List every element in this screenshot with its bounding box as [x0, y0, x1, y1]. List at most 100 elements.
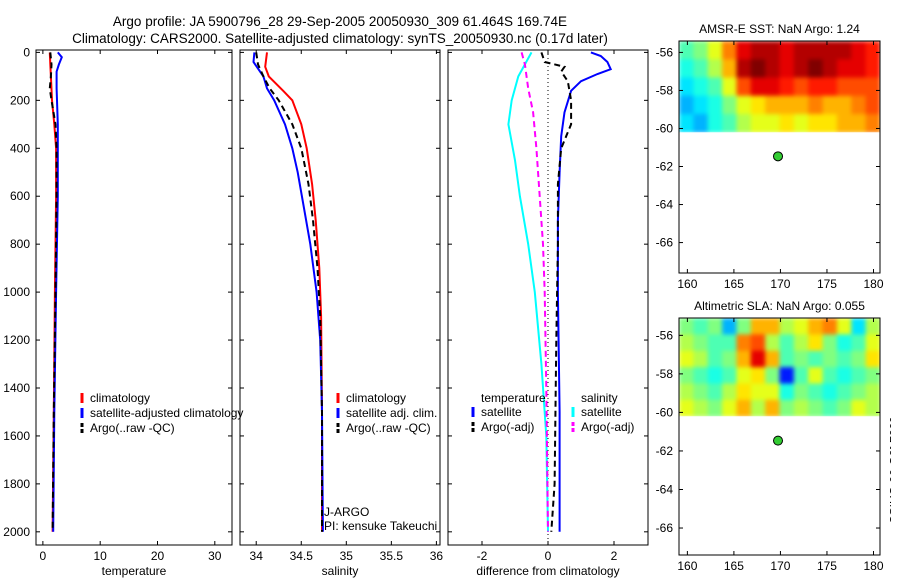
heatmap-cell: [793, 318, 809, 335]
heatmap-cell: [779, 95, 795, 115]
heatmap-cell: [693, 41, 709, 60]
temperature-xlabel: temperature: [102, 564, 167, 578]
heatmap-cell: [808, 350, 824, 368]
x-tick-label: 0: [545, 549, 552, 563]
legend-label: Argo(-adj): [481, 420, 534, 434]
heatmap-cell: [765, 77, 781, 97]
heatmap-cell: [707, 399, 723, 417]
heatmap-cell: [793, 399, 809, 417]
heatmap-cell: [679, 399, 694, 417]
x-tick-label: 175: [817, 559, 837, 573]
y-tick-label: -62: [656, 444, 674, 458]
heatmap-cell: [851, 334, 867, 352]
heatmap-cell: [808, 77, 824, 97]
x-tick-label: 30: [208, 549, 222, 563]
heatmap-cell: [836, 367, 852, 385]
y-tick-label: -66: [656, 236, 674, 250]
heatmap-cell: [765, 59, 781, 79]
heatmap-cell: [779, 59, 795, 79]
heatmap-cell: [679, 77, 694, 97]
heatmap-cell: [736, 41, 752, 60]
heatmap-cell: [865, 77, 881, 97]
argo-position-marker: [773, 435, 784, 446]
heatmap-cell: [808, 334, 824, 352]
y-tick-label: 600: [10, 189, 30, 203]
heatmap-cell: [765, 350, 781, 368]
heatmap-cell: [750, 41, 766, 60]
heatmap-cell: [750, 318, 766, 335]
heatmap-cell: [822, 95, 838, 115]
x-tick-label: 160: [677, 277, 697, 291]
heatmap-cell: [851, 114, 867, 133]
heatmap-cell: [836, 334, 852, 352]
heatmap-cell: [779, 318, 795, 335]
heatmap-cell: [693, 318, 709, 335]
heatmap-cell: [808, 41, 824, 60]
heatmap-cell: [765, 399, 781, 417]
sst-map-frame: [678, 40, 881, 274]
heatmap-cell: [679, 334, 694, 352]
heatmap-cell: [865, 95, 881, 115]
heatmap-cell: [736, 318, 752, 335]
heatmap-cell: [722, 318, 738, 335]
heatmap-cell: [836, 350, 852, 368]
difference-legend: temperature salinitysatelliteArgo(-adj)sa…: [471, 391, 634, 434]
y-tick-label: -60: [656, 121, 674, 135]
series-line-temperature-satellite: [556, 51, 613, 532]
heatmap-cell: [679, 59, 694, 79]
figure-title-line1: Argo profile: JA 5900796_28 29-Sep-2005 …: [113, 14, 567, 29]
heatmap-cell: [836, 399, 852, 417]
heatmap-cell: [851, 399, 867, 417]
figure-title-line2: Climatology: CARS2000. Satellite-adjuste…: [72, 31, 608, 46]
y-tick-label: 0: [23, 45, 30, 59]
x-tick-label: 20: [151, 549, 165, 563]
heatmap-cell: [779, 334, 795, 352]
heatmap-cell: [822, 383, 838, 401]
legend-label: climatology: [346, 391, 406, 405]
heatmap-cell: [779, 399, 795, 417]
heatmap-cell: [865, 399, 881, 417]
x-tick-label: 170: [770, 559, 790, 573]
heatmap-cell: [851, 350, 867, 368]
heatmap-cell: [793, 95, 809, 115]
heatmap-cell: [750, 59, 766, 79]
heatmap-cell: [736, 399, 752, 417]
heatmap-cell: [808, 318, 824, 335]
heatmap-cell: [707, 95, 723, 115]
salinity-frame: [239, 49, 441, 546]
sla-map-title: Altimetric SLA: NaN Argo: 0.055: [694, 299, 865, 313]
heatmap-cell: [679, 350, 694, 368]
y-tick-label: -58: [656, 367, 674, 381]
heatmap-cell: [765, 114, 781, 133]
salinity-axes: 34 34.5 35 35.5 36 salinity climatologysatelli…: [239, 49, 444, 578]
heatmap-cell: [836, 318, 852, 335]
heatmap-cell: [865, 383, 881, 401]
legend-label: satellite adj. clim.: [346, 406, 437, 420]
heatmap-cell: [822, 114, 838, 133]
heatmap-cell: [750, 95, 766, 115]
heatmap-cell: [679, 367, 694, 385]
sst-map-axes: AMSR-E SST: NaN Argo: 1.24 160 165 170 175 18…: [656, 22, 892, 291]
heatmap-cell: [779, 41, 795, 60]
heatmap-cell: [765, 334, 781, 352]
heatmap-cell: [793, 114, 809, 133]
y-tick-label: -56: [656, 328, 674, 342]
sst-map-title: AMSR-E SST: NaN Argo: 1.24: [699, 22, 860, 36]
heatmap-cell: [679, 41, 694, 60]
x-tick-label: 36: [430, 549, 444, 563]
heatmap-cell: [765, 41, 781, 60]
heatmap-cell: [808, 95, 824, 115]
heatmap-cell: [722, 350, 738, 368]
heatmap-cell: [750, 367, 766, 385]
heatmap-cell: [822, 59, 838, 79]
heatmap-cell: [851, 77, 867, 97]
y-tick-label: -64: [656, 482, 674, 496]
legend-header: salinity: [581, 391, 618, 405]
heatmap-cell: [822, 367, 838, 385]
x-tick-label: -2: [477, 549, 488, 563]
sla-map-heatmap: [679, 318, 881, 417]
heatmap-cell: [851, 383, 867, 401]
heatmap-cell: [722, 334, 738, 352]
heatmap-cell: [865, 114, 881, 133]
